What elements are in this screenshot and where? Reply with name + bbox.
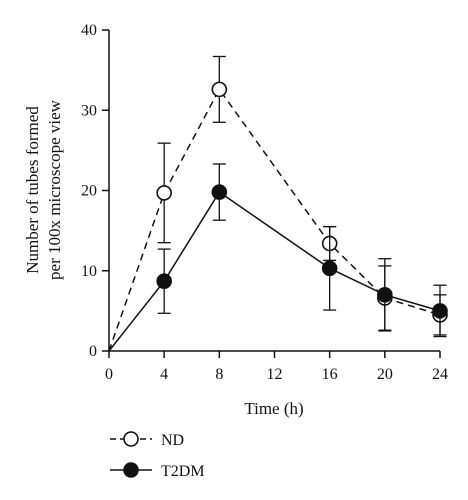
data-point-t2dm: [377, 287, 393, 303]
legend-t2dm-label: T2DM: [161, 463, 205, 480]
legend-item-nd: ND: [110, 431, 184, 449]
x-tick-label: 16: [322, 366, 338, 383]
legend-item-t2dm: T2DM: [110, 462, 205, 480]
y-tick-label: 10: [81, 263, 97, 280]
x-tick-label: 20: [377, 366, 393, 383]
y-tick-label: 0: [89, 343, 97, 360]
data-point-t2dm: [321, 260, 338, 277]
series-nd: [108, 55, 448, 352]
x-axis-title: Time (h): [244, 399, 303, 418]
data-point-nd: [211, 81, 228, 98]
series-line-nd: [108, 87, 441, 352]
x-tick-label: 8: [215, 366, 223, 383]
x-tick-label: 4: [160, 366, 168, 383]
series-t2dm: [108, 163, 448, 352]
data-point-nd: [156, 185, 172, 201]
x-tick-label: 12: [267, 366, 283, 383]
data-point-t2dm: [211, 184, 228, 200]
legend-nd-label: ND: [161, 432, 184, 449]
legend-t2dm-marker: [123, 462, 139, 478]
y-ticks: 0 10 20 30 40: [81, 22, 109, 360]
x-ticks: 0 4 8 12 16 20 24: [105, 351, 448, 383]
data-point-t2dm: [156, 273, 172, 289]
x-tick-label: 24: [432, 366, 448, 383]
y-tick-label: 20: [81, 183, 97, 200]
y-tick-label: 30: [81, 102, 97, 119]
y-axis-title-line-1: Number of tubes formed: [23, 106, 42, 274]
series-line-t2dm: [108, 191, 441, 352]
legend: ND T2DM: [110, 431, 205, 480]
data-point-t2dm: [432, 303, 448, 319]
series-layer: [108, 55, 448, 352]
y-tick-label: 40: [81, 22, 97, 39]
legend-nd-marker: [123, 431, 139, 447]
x-tick-label: 0: [105, 366, 113, 383]
y-axis-title-line-2: per 100x microscope view: [45, 99, 64, 280]
